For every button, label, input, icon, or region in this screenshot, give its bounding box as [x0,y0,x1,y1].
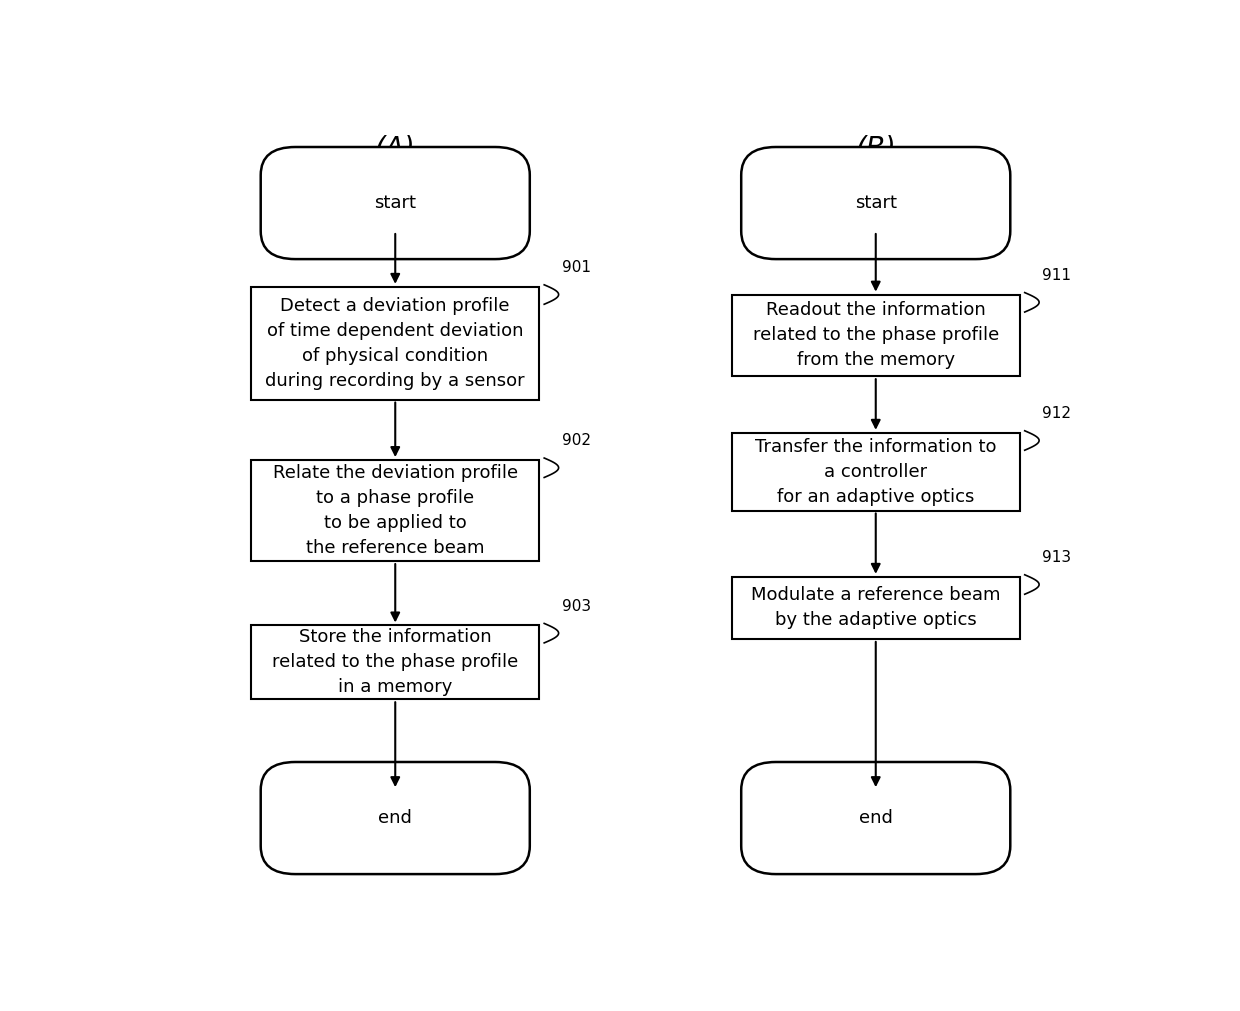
Text: (B): (B) [856,134,897,163]
FancyBboxPatch shape [260,147,529,259]
FancyBboxPatch shape [260,762,529,875]
Text: 913: 913 [1042,550,1071,565]
Bar [732,294,1019,376]
Text: Modulate a reference beam
by the adaptive optics: Modulate a reference beam by the adaptiv… [751,586,1001,630]
Text: Detect a deviation profile
of time dependent deviation
of physical condition
dur: Detect a deviation profile of time depen… [265,296,525,389]
Text: 901: 901 [562,260,590,275]
FancyBboxPatch shape [742,762,1011,875]
Text: start: start [854,194,897,212]
Text: 903: 903 [562,599,590,614]
Text: (A): (A) [374,134,415,163]
Text: Readout the information
related to the phase profile
from the memory: Readout the information related to the p… [753,301,999,369]
Text: end: end [378,809,412,827]
FancyBboxPatch shape [742,147,1011,259]
Text: 912: 912 [1042,406,1071,421]
Text: 902: 902 [562,434,590,448]
Text: start: start [374,194,417,212]
Bar [732,576,1019,639]
Text: Relate the deviation profile
to a phase profile
to be applied to
the reference b: Relate the deviation profile to a phase … [273,464,518,557]
Text: Store the information
related to the phase profile
in a memory: Store the information related to the pha… [272,629,518,697]
Bar [732,433,1019,511]
Text: end: end [859,809,893,827]
Bar [250,460,539,561]
Bar [250,626,539,700]
Text: 911: 911 [1042,268,1071,283]
Bar [250,287,539,399]
Text: Transfer the information to
a controller
for an adaptive optics: Transfer the information to a controller… [755,438,997,506]
